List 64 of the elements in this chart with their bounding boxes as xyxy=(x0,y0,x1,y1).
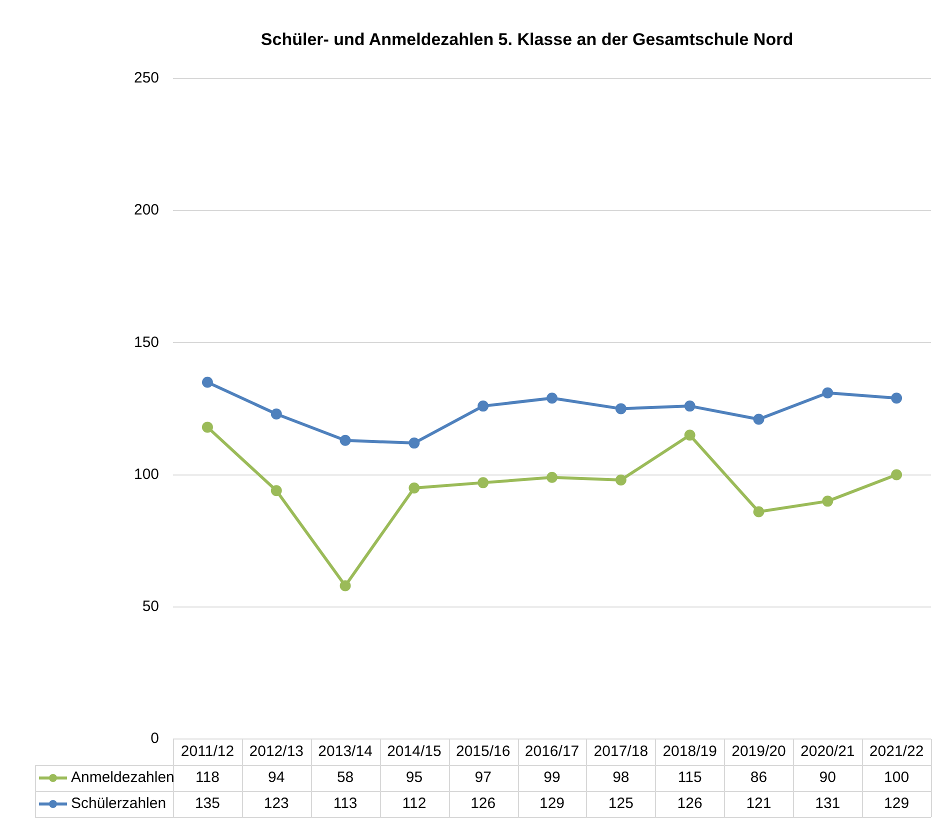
data-label: 131 xyxy=(815,795,840,812)
x-tick-label: 2017/18 xyxy=(594,743,648,760)
data-label: 99 xyxy=(544,769,560,786)
y-tick-label: 150 xyxy=(134,334,160,351)
point xyxy=(202,376,213,388)
x-tick-label: 2012/13 xyxy=(249,743,304,760)
data-label: 95 xyxy=(406,769,423,786)
chart-title: Schüler- und Anmeldezahlen 5. Klasse an der Gesamtschule Nord xyxy=(260,30,794,49)
data-label: 126 xyxy=(470,795,496,812)
data-label: 112 xyxy=(402,795,426,812)
data-label: 125 xyxy=(608,795,634,812)
point xyxy=(546,472,558,483)
data-label: 123 xyxy=(264,795,289,812)
point xyxy=(478,477,489,488)
data-label: 97 xyxy=(474,769,492,786)
x-tick-label: 2018/19 xyxy=(662,743,717,760)
point xyxy=(891,469,902,480)
data-label: 100 xyxy=(884,769,910,786)
data-label: 58 xyxy=(336,769,354,786)
point xyxy=(408,482,420,494)
data-label: 118 xyxy=(196,769,220,786)
y-tick-label: 250 xyxy=(134,70,160,87)
data-label: 129 xyxy=(540,795,565,812)
point xyxy=(270,408,282,420)
data-label: 90 xyxy=(819,769,836,786)
point xyxy=(340,434,351,446)
point xyxy=(270,485,282,496)
data-label: 113 xyxy=(333,795,358,812)
data-label: 115 xyxy=(678,769,702,786)
x-tick-label: 2016/17 xyxy=(524,743,580,760)
data-label: 126 xyxy=(677,795,702,812)
point xyxy=(684,430,696,441)
point xyxy=(478,400,489,412)
point xyxy=(615,403,626,414)
x-tick-label: 2013/14 xyxy=(318,743,372,760)
legend-label: Schülerzahlen xyxy=(71,795,166,812)
point xyxy=(340,580,351,592)
x-tick-label: 2014/15 xyxy=(387,743,442,760)
point xyxy=(546,392,558,404)
y-tick-label: 200 xyxy=(134,202,160,219)
x-tick-label: 2015/16 xyxy=(456,743,510,760)
point xyxy=(615,474,626,486)
x-tick-label: 2021/22 xyxy=(869,743,924,760)
data-label: 98 xyxy=(612,769,630,786)
point xyxy=(753,506,764,518)
data-label: 121 xyxy=(746,795,772,812)
x-tick-label: 2011/12 xyxy=(180,743,234,760)
point xyxy=(753,414,764,425)
data-label: 94 xyxy=(268,769,285,786)
point xyxy=(822,387,834,398)
data-label: 135 xyxy=(194,795,220,812)
point xyxy=(822,496,834,507)
x-tick-label: 2020/21 xyxy=(800,743,855,760)
data-label: 86 xyxy=(750,769,768,786)
point xyxy=(684,400,696,412)
data-label: 129 xyxy=(884,795,910,812)
legend-label: Anmeldezahlen xyxy=(71,769,174,786)
y-tick-label: 100 xyxy=(134,466,160,483)
point xyxy=(202,422,213,433)
y-tick-label: 50 xyxy=(142,598,160,616)
point xyxy=(408,438,420,449)
y-tick-label: 0 xyxy=(150,730,160,748)
x-tick-label: 2019/20 xyxy=(732,743,786,760)
point xyxy=(891,392,902,404)
